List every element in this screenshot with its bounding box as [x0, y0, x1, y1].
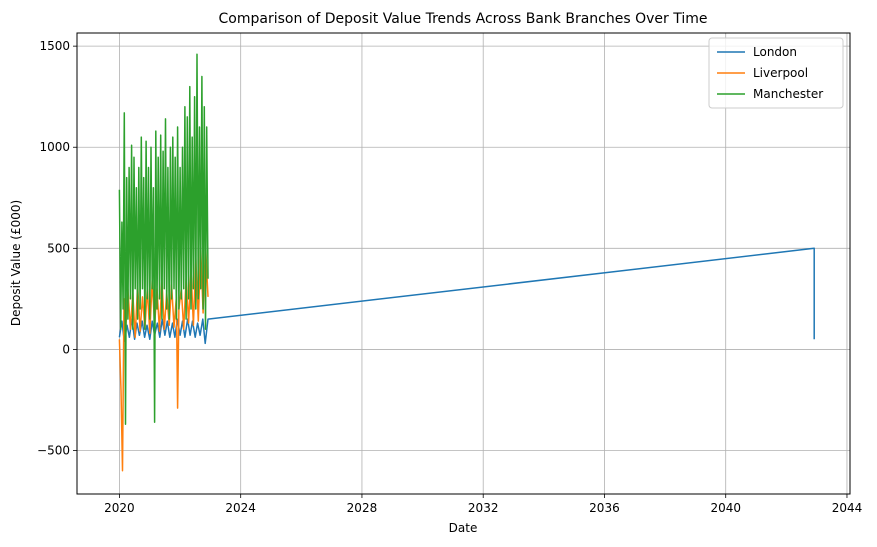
series-line-manchester [118, 53, 209, 425]
x-tick-label: 2040 [710, 501, 741, 515]
x-axis: 2020 2024 2028 2032 2036 2040 2044 [104, 494, 862, 515]
x-tick-label: 2044 [832, 501, 863, 515]
plot-area-frame [76, 32, 851, 495]
x-tick-label: 2032 [468, 501, 499, 515]
legend-label-london: London [753, 45, 797, 59]
x-tick-label: 2028 [347, 501, 378, 515]
chart-title: Comparison of Deposit Value Trends Acros… [219, 11, 708, 27]
y-axis: −500 0 500 1000 1500 [37, 39, 77, 458]
x-tick-label: 2024 [225, 501, 256, 515]
legend-label-liverpool: Liverpool [753, 66, 808, 80]
legend: London Liverpool Manchester [708, 37, 844, 109]
y-tick-label: 500 [47, 241, 70, 255]
legend-box [708, 37, 844, 109]
y-tick-label: 1000 [39, 140, 70, 154]
y-axis-label: Deposit Value (£000) [9, 200, 23, 326]
x-tick-label: 2036 [589, 501, 620, 515]
series-line-liverpool [118, 243, 209, 472]
x-axis-label: Date [449, 521, 478, 535]
x-tick-label: 2020 [104, 501, 135, 515]
y-tick-label: 1500 [39, 39, 70, 53]
y-tick-label: 0 [62, 342, 70, 356]
grid-lines [77, 33, 850, 494]
y-tick-label: −500 [37, 444, 70, 458]
legend-label-manchester: Manchester [753, 87, 823, 101]
series-layer [118, 53, 815, 472]
